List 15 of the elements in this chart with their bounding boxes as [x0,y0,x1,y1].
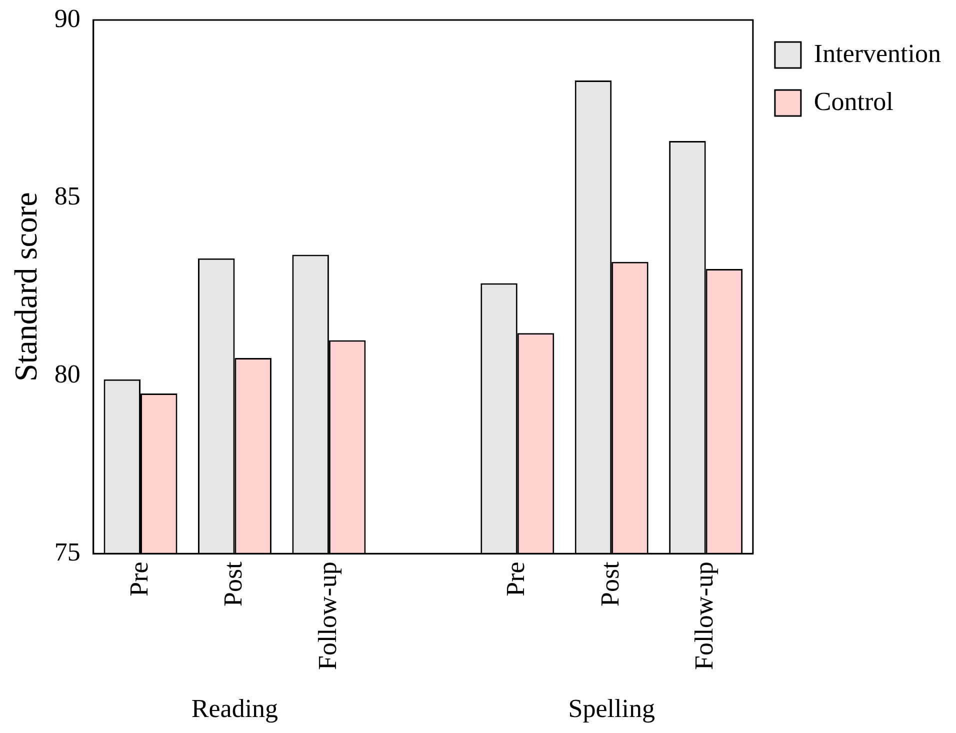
x-tick-label: Pre [124,562,154,596]
x-tick-label: Follow-up [690,562,719,670]
y-tick-label: 90 [54,4,80,33]
y-tick-label: 85 [54,182,80,211]
text: Reading [191,694,278,723]
x-tick-label: Pre [501,562,530,596]
y-tick-label: 75 [54,537,80,566]
legend-label: Intervention [814,38,942,68]
x-tick-label: Post [595,560,624,606]
x-tick-label: Post [218,560,248,606]
y-axis-title: Standard score [8,192,44,382]
y-tick-label: 80 [54,360,80,389]
legend-label: Control [814,86,894,116]
x-tick-label: Follow-up [312,562,342,670]
text: Spelling [568,694,655,723]
